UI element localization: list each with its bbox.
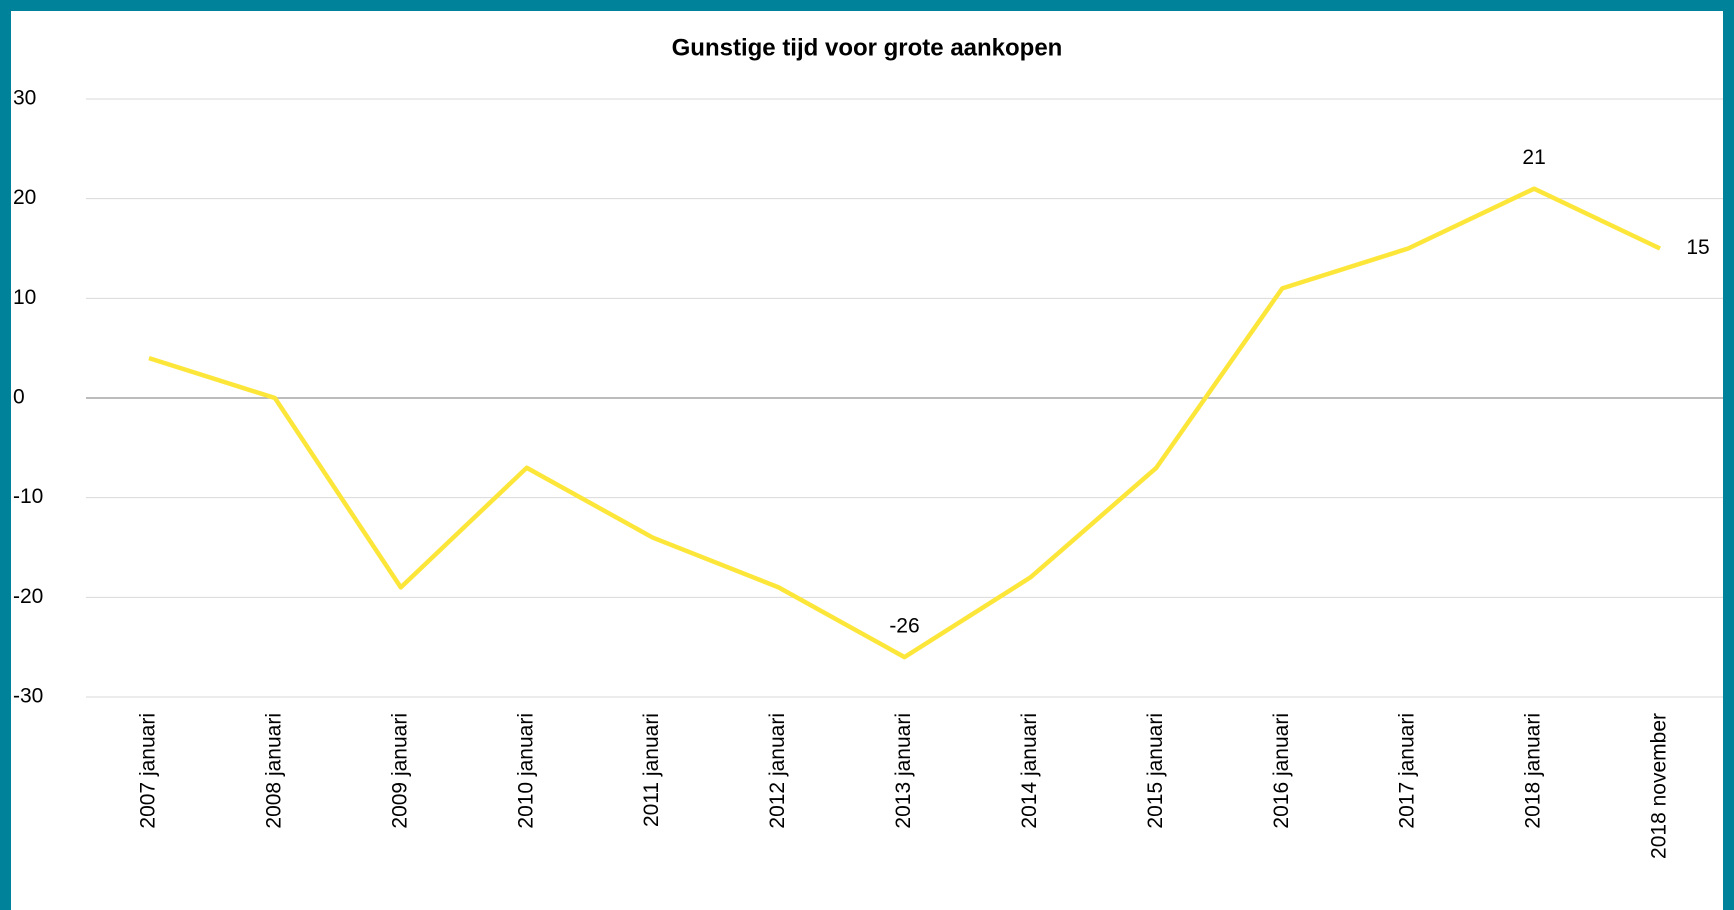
chart: Gunstige tijd voor grote aankopen -30 -20… — [11, 11, 1723, 910]
x-tick-label: 2015 januari — [1144, 713, 1167, 829]
data-label: 15 — [1686, 236, 1709, 259]
y-tick-label: 20 — [13, 186, 36, 209]
x-tick-label: 2010 januari — [514, 713, 537, 829]
data-label: -26 — [889, 615, 919, 638]
x-tick-label: 2017 januari — [1396, 713, 1419, 829]
x-tick-label: 2014 januari — [1018, 713, 1041, 829]
y-tick-label: 10 — [13, 286, 36, 309]
y-tick-label: 30 — [13, 87, 36, 110]
y-tick-label: -30 — [13, 685, 43, 708]
y-tick-label: -20 — [13, 585, 43, 608]
chart-title: Gunstige tijd voor grote aankopen — [672, 34, 1063, 61]
y-tick-label: 0 — [13, 386, 25, 409]
line — [148, 186, 1662, 660]
y-tick-label: -10 — [13, 485, 43, 508]
x-tick-label: 2008 januari — [262, 713, 285, 829]
x-tick-label: 2018 januari — [1522, 713, 1545, 829]
x-tick-label: 2007 januari — [137, 713, 160, 829]
x-tick-label: 2013 januari — [892, 713, 915, 829]
x-tick-label: 2018 november — [1648, 713, 1671, 859]
x-tick-label: 2012 januari — [766, 713, 789, 829]
data-label: 21 — [1522, 146, 1545, 169]
x-tick-label: 2016 januari — [1270, 713, 1293, 829]
x-tick-label: 2011 januari — [640, 713, 663, 827]
x-tick-label: 2009 januari — [388, 713, 411, 829]
